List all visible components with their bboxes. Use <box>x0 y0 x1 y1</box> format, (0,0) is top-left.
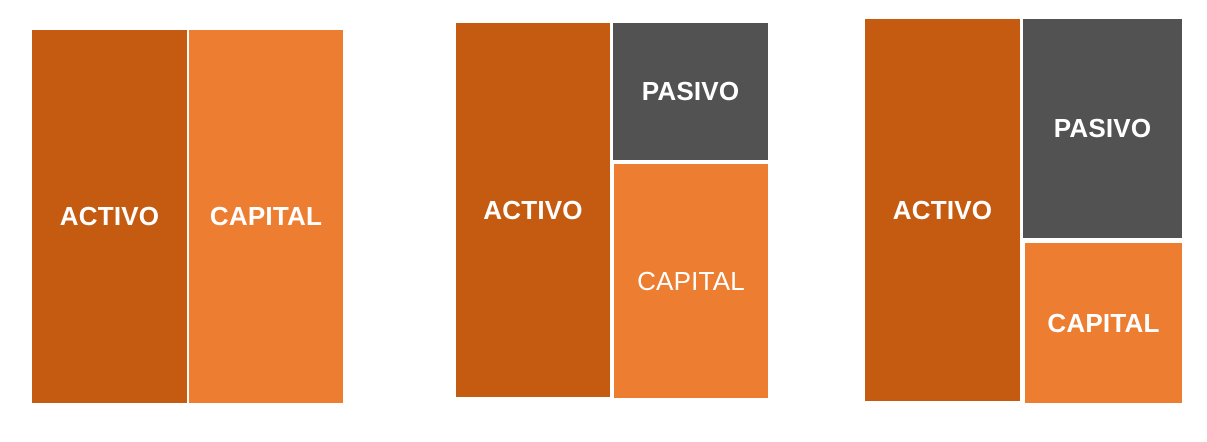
capital-block: CAPITAL <box>1025 243 1182 403</box>
activo-label: ACTIVO <box>59 201 160 231</box>
pasivo-label: PASIVO <box>641 76 740 106</box>
pasivo-block: PASIVO <box>613 23 768 160</box>
activo-block: ACTIVO <box>865 19 1020 401</box>
activo-label: ACTIVO <box>892 194 993 225</box>
capital-label: CAPITAL <box>637 265 745 296</box>
activo-block: ACTIVO <box>456 23 610 397</box>
capital-label: CAPITAL <box>1047 307 1160 338</box>
capital-block: CAPITAL <box>189 30 343 403</box>
pasivo-label: PASIVO <box>1053 113 1152 143</box>
pasivo-block: PASIVO <box>1023 19 1182 238</box>
activo-label: ACTIVO <box>483 194 583 225</box>
capital-label: CAPITAL <box>209 201 323 231</box>
activo-block: ACTIVO <box>32 30 187 403</box>
capital-block: CAPITAL <box>614 164 768 398</box>
